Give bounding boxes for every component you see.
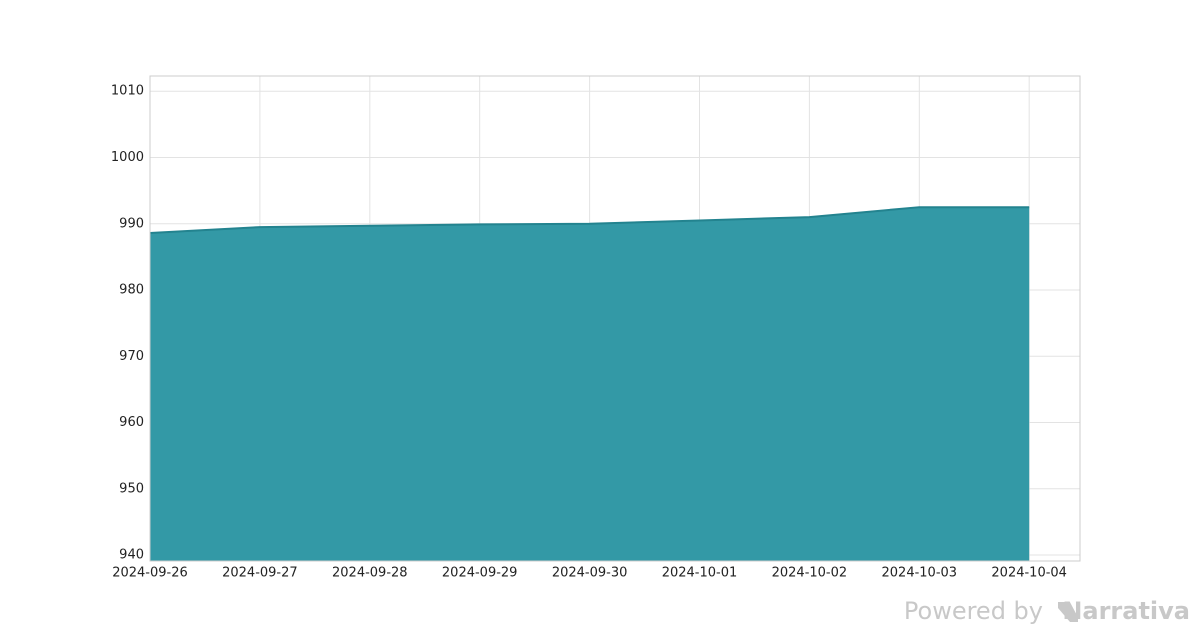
y-tick-label: 1000 — [111, 150, 144, 165]
x-tick-label: 2024-09-28 — [332, 566, 408, 581]
x-tick-label: 2024-09-27 — [222, 566, 298, 581]
footer: Powered by Narrativa — [904, 597, 1190, 625]
area — [150, 207, 1030, 561]
y-tick-label: 940 — [119, 548, 144, 563]
footer-powered: Powered by — [904, 597, 1043, 625]
x-tick-label: 2024-09-30 — [552, 566, 628, 581]
line — [149, 206, 1030, 235]
y-tick-label: 980 — [119, 283, 144, 298]
logo — [1058, 602, 1078, 622]
y-tick-label: 950 — [119, 481, 144, 496]
footer-brand: Narrativa — [1062, 597, 1190, 625]
y-tick-label: 990 — [119, 216, 144, 231]
x-tick-label: 2024-10-02 — [772, 566, 848, 581]
plot-frame — [149, 75, 1081, 562]
x-tick-label: 2024-10-01 — [662, 566, 738, 581]
y-tick-label: 1010 — [111, 84, 144, 99]
y-tick-label: 970 — [119, 349, 144, 364]
x-tick-label: 2024-09-29 — [442, 566, 518, 581]
x-tick-label: 2024-10-04 — [991, 566, 1067, 581]
x-tick-label: 2024-10-03 — [882, 566, 958, 581]
y-tick-label: 960 — [119, 415, 144, 430]
x-tick-label: 2024-09-26 — [112, 566, 188, 581]
